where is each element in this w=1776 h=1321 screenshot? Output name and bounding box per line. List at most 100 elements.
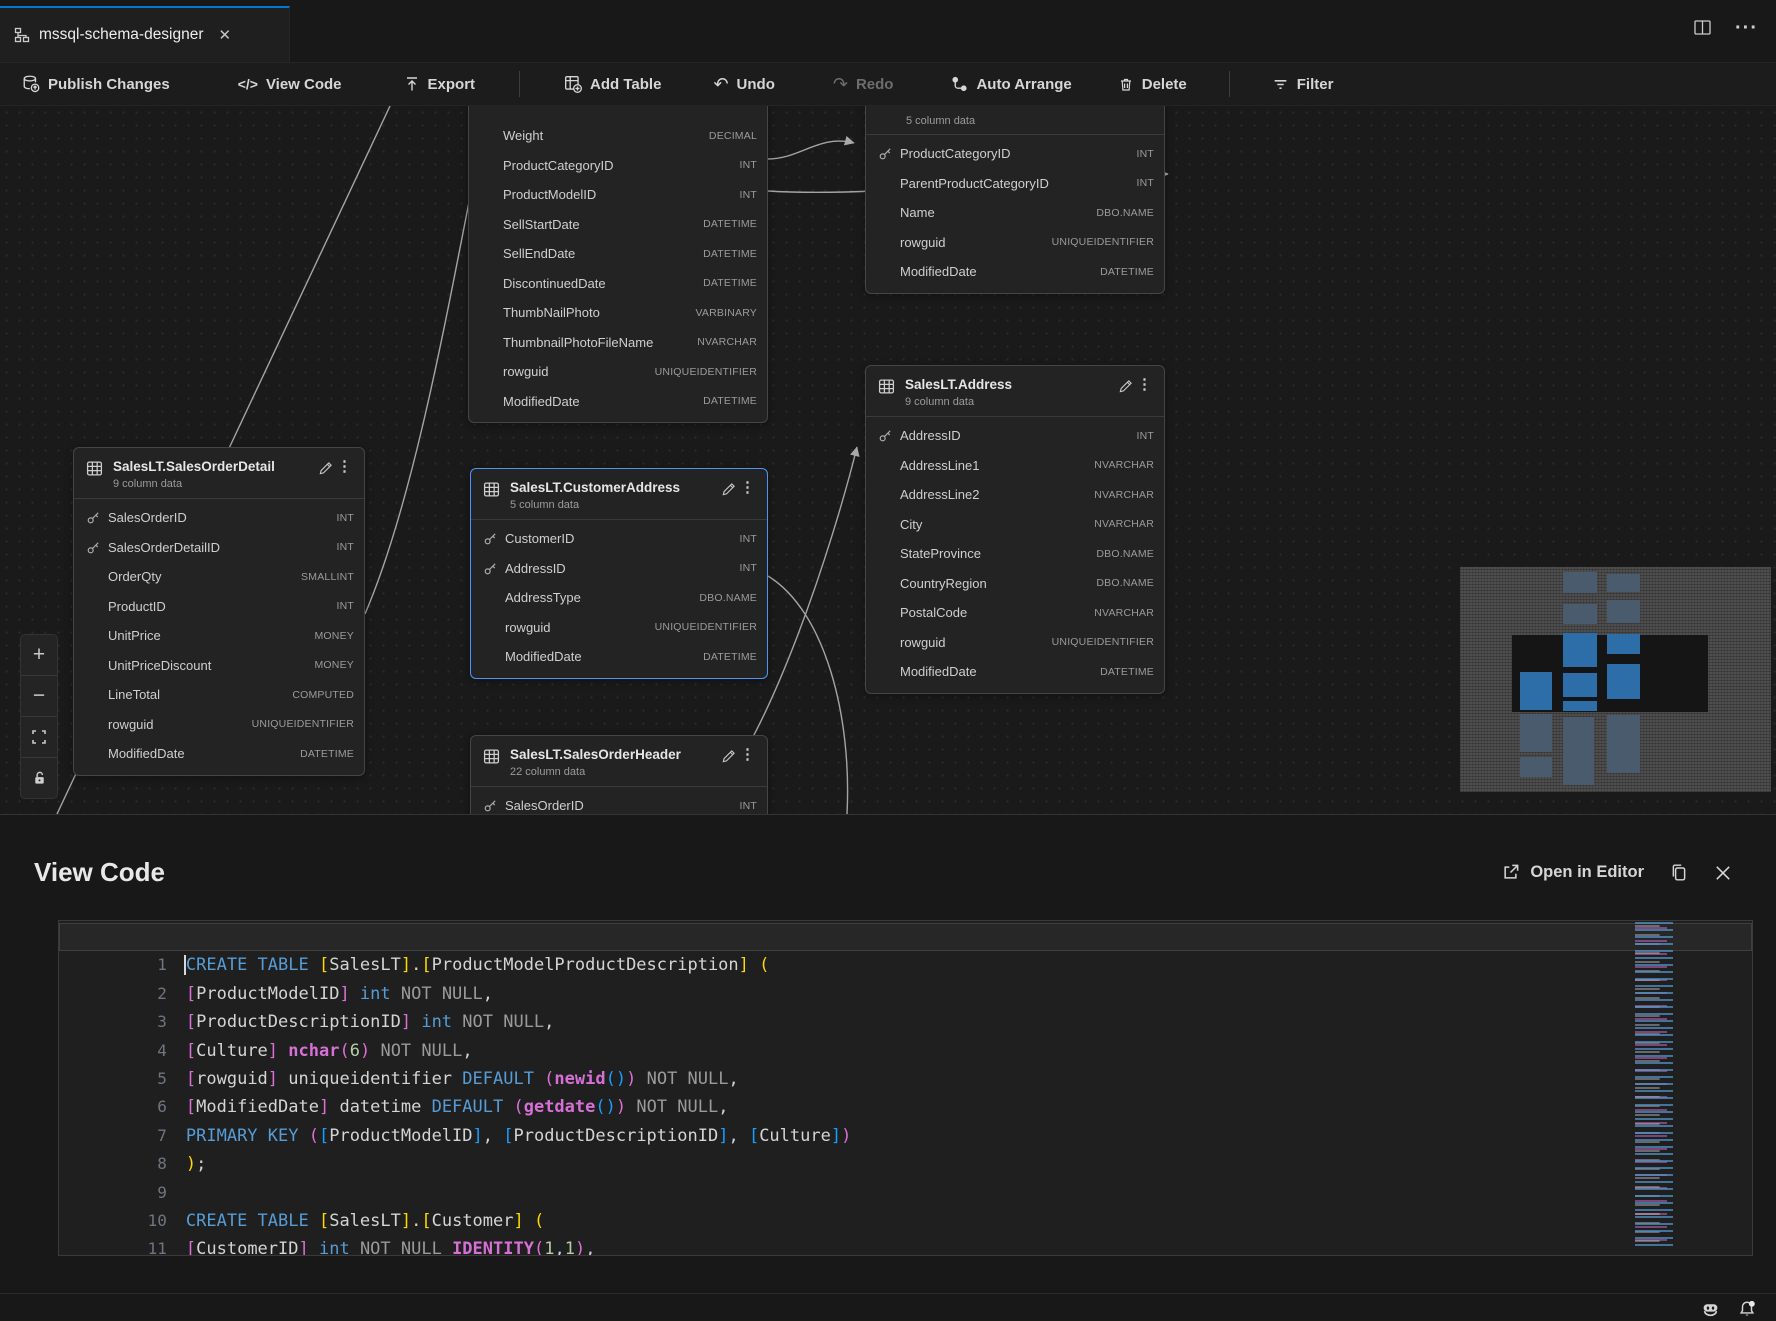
column-type: DATETIME [1100, 265, 1154, 278]
edit-table-icon[interactable] [721, 482, 736, 497]
table-column-row[interactable]: ProductCategoryID INT [469, 151, 767, 181]
table-column-row[interactable]: ModifiedDate DATETIME [469, 387, 767, 417]
table-column-row[interactable]: ModifiedDate DATETIME [866, 257, 1164, 287]
table-column-row[interactable]: SalesOrderID INT [74, 503, 364, 533]
table-column-row[interactable]: ProductModelID INT [469, 180, 767, 210]
tab-mssql-schema-designer[interactable]: mssql-schema-designer ✕ [0, 6, 290, 62]
tab-close-icon[interactable]: ✕ [218, 27, 232, 44]
table-column-row[interactable]: SalesOrderID INT [471, 791, 767, 814]
edit-table-icon[interactable] [721, 749, 736, 764]
code-line[interactable]: 8); [59, 1122, 1752, 1174]
close-panel-icon[interactable] [1714, 864, 1732, 882]
code-line[interactable]: 9 [59, 1150, 1752, 1202]
split-editor-icon[interactable] [1694, 20, 1711, 35]
notifications-bell-icon[interactable] [1738, 1300, 1756, 1318]
table-column-row[interactable]: LineTotal COMPUTED [74, 680, 364, 710]
table-column-row[interactable]: AddressLine1 NVARCHAR [866, 451, 1164, 481]
table-node-customeraddress[interactable]: SalesLT.CustomerAddress 5 column data ⋮ [470, 468, 768, 679]
table-column-row[interactable]: Weight DECIMAL [469, 121, 767, 151]
export-button[interactable]: Export [404, 76, 475, 93]
table-column-row[interactable]: ThumbNailPhoto VARBINARY [469, 298, 767, 328]
code-line[interactable]: 3 [ProductDescriptionID] int NOT NULL, [59, 980, 1752, 1032]
column-name: rowguid [503, 364, 549, 380]
code-token: , [585, 1239, 596, 1256]
code-line[interactable]: 1 CREATE TABLE [SalesLT].[ProductModelPro… [59, 923, 1752, 976]
view-code-button[interactable]: </> View Code [237, 75, 342, 93]
redo-button[interactable]: ↷ Redo [832, 74, 894, 94]
auto-arrange-button[interactable]: Auto Arrange [951, 76, 1072, 93]
table-more-icon[interactable]: ⋮ [740, 746, 755, 763]
undo-button[interactable]: ↶ Undo [713, 74, 775, 94]
table-column-row[interactable]: ProductCategoryID INT [866, 139, 1164, 169]
table-node-productcategory-partial[interactable]: 5 column data ProductCategoryID INT [865, 106, 1165, 294]
edit-table-icon[interactable] [1118, 379, 1133, 394]
table-more-icon[interactable]: ⋮ [740, 479, 755, 496]
table-more-icon[interactable]: ⋮ [1137, 376, 1152, 393]
table-column-row[interactable]: AddressID INT [866, 421, 1164, 451]
table-node-salesorderheader[interactable]: SalesLT.SalesOrderHeader 22 column data … [470, 735, 768, 814]
column-name: SalesOrderDetailID [108, 539, 220, 555]
table-column-row[interactable]: City NVARCHAR [866, 510, 1164, 540]
code-line[interactable]: 7 PRIMARY KEY ([ProductModelID], [Product… [59, 1093, 1752, 1146]
key-icon [483, 561, 505, 576]
fit-view-button[interactable] [21, 717, 57, 758]
table-column-row[interactable]: ParentProductCategoryID INT [866, 169, 1164, 199]
code-minimap[interactable] [1635, 922, 1691, 1249]
table-column-row[interactable]: AddressID INT [471, 554, 767, 584]
table-column-row[interactable]: PostalCode NVARCHAR [866, 598, 1164, 628]
line-number: 5 [157, 1068, 167, 1088]
table-column-row[interactable]: rowguid UNIQUEIDENTIFIER [866, 628, 1164, 658]
table-column-row[interactable]: UnitPrice MONEY [74, 621, 364, 651]
zoom-out-button[interactable]: − [21, 676, 57, 717]
copy-code-icon[interactable] [1670, 863, 1688, 882]
filter-button[interactable]: Filter [1272, 76, 1333, 93]
table-column-row[interactable]: rowguid UNIQUEIDENTIFIER [471, 613, 767, 643]
code-line[interactable]: 10 CREATE TABLE [SalesLT].[Customer] ( [59, 1179, 1752, 1231]
lock-button[interactable] [21, 758, 57, 798]
table-column-row[interactable]: AddressType DBO.NAME [471, 583, 767, 613]
minimap-table-block [1563, 633, 1597, 667]
code-line[interactable]: 2 [ProductModelID] int NOT NULL, [59, 951, 1752, 1004]
edit-table-icon[interactable] [318, 461, 333, 476]
canvas-minimap[interactable] [1460, 567, 1771, 792]
more-actions-icon[interactable]: ··· [1735, 16, 1758, 39]
table-node-salesorderdetail[interactable]: SalesLT.SalesOrderDetail 9 column data ⋮ [73, 447, 365, 776]
table-column-row[interactable]: Name DBO.NAME [866, 198, 1164, 228]
table-column-row[interactable]: SellEndDate DATETIME [469, 239, 767, 269]
code-line[interactable]: 6 [ModifiedDate] datetime DEFAULT (getdat… [59, 1065, 1752, 1117]
code-line[interactable]: 11 [CustomerID] int NOT NULL IDENTITY(1,1… [59, 1207, 1752, 1255]
table-column-row[interactable]: ModifiedDate DATETIME [866, 657, 1164, 687]
code-token: [ [318, 1210, 330, 1231]
table-column-row[interactable]: ModifiedDate DATETIME [74, 739, 364, 769]
table-column-row[interactable]: ThumbnailPhotoFileName NVARCHAR [469, 328, 767, 358]
table-column-row[interactable]: CountryRegion DBO.NAME [866, 569, 1164, 599]
column-name: rowguid [505, 619, 551, 635]
copilot-icon[interactable] [1701, 1301, 1720, 1318]
code-line[interactable]: 4 [Culture] nchar(6) NOT NULL, [59, 1008, 1752, 1061]
table-node-product-partial[interactable]: Weight DECIMAL ProductCategoryID INT [468, 106, 768, 423]
table-column-row[interactable]: ProductID INT [74, 592, 364, 622]
column-type: INT [336, 541, 354, 554]
table-column-row[interactable]: ModifiedDate DATETIME [471, 642, 767, 672]
add-table-button[interactable]: Add Table [564, 75, 661, 93]
table-node-address[interactable]: SalesLT.Address 9 column data ⋮ [865, 365, 1165, 694]
table-column-row[interactable]: rowguid UNIQUEIDENTIFIER [469, 357, 767, 387]
table-column-row[interactable]: DiscontinuedDate DATETIME [469, 269, 767, 299]
table-column-row[interactable]: StateProvince DBO.NAME [866, 539, 1164, 569]
table-column-row[interactable]: CustomerID INT [471, 524, 767, 554]
code-line[interactable]: 5 [rowguid] uniqueidentifier DEFAULT (new… [59, 1037, 1752, 1089]
table-column-row[interactable]: SellStartDate DATETIME [469, 210, 767, 240]
zoom-in-button[interactable]: + [21, 635, 57, 676]
table-more-icon[interactable]: ⋮ [337, 458, 352, 475]
table-column-row[interactable]: rowguid UNIQUEIDENTIFIER [866, 228, 1164, 258]
table-column-row[interactable]: OrderQty SMALLINT [74, 562, 364, 592]
table-column-row[interactable]: rowguid UNIQUEIDENTIFIER [74, 710, 364, 740]
table-column-row[interactable]: SalesOrderDetailID INT [74, 533, 364, 563]
open-in-editor-button[interactable]: Open in Editor [1501, 863, 1644, 882]
schema-canvas[interactable]: Weight DECIMAL ProductCategoryID INT [0, 106, 1776, 814]
table-column-row[interactable]: AddressLine2 NVARCHAR [866, 480, 1164, 510]
sql-code-editor[interactable]: 1 CREATE TABLE [SalesLT].[ProductModelPro… [58, 920, 1753, 1256]
delete-button[interactable]: Delete [1118, 76, 1187, 93]
publish-changes-button[interactable]: Publish Changes [22, 75, 170, 93]
table-column-row[interactable]: UnitPriceDiscount MONEY [74, 651, 364, 681]
